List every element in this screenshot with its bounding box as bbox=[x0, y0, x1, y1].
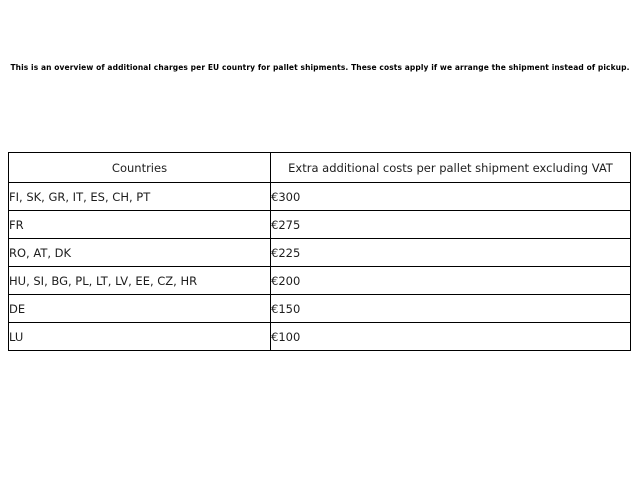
cost-cell: €200 bbox=[270, 266, 631, 295]
intro-text: This is an overview of additional charge… bbox=[10, 63, 630, 72]
table-row: HU, SI, BG, PL, LT, LV, EE, CZ, HR €200 bbox=[8, 266, 631, 295]
table-row: FR €275 bbox=[8, 210, 631, 239]
table-header-costs: Extra additional costs per pallet shipme… bbox=[270, 152, 631, 183]
charges-table: Countries Extra additional costs per pal… bbox=[8, 152, 631, 351]
countries-cell: HU, SI, BG, PL, LT, LV, EE, CZ, HR bbox=[8, 266, 271, 295]
countries-cell: FR bbox=[8, 210, 271, 239]
cost-cell: €225 bbox=[270, 238, 631, 267]
cost-cell: €275 bbox=[270, 210, 631, 239]
countries-cell: RO, AT, DK bbox=[8, 238, 271, 267]
cost-cell: €100 bbox=[270, 322, 631, 351]
cost-cell: €150 bbox=[270, 294, 631, 323]
table-row: FI, SK, GR, IT, ES, CH, PT €300 bbox=[8, 182, 631, 211]
cost-cell: €300 bbox=[270, 182, 631, 211]
table-header-countries: Countries bbox=[8, 152, 271, 183]
table-row: DE €150 bbox=[8, 294, 631, 323]
countries-cell: DE bbox=[8, 294, 271, 323]
table-row: RO, AT, DK €225 bbox=[8, 238, 631, 267]
countries-cell: FI, SK, GR, IT, ES, CH, PT bbox=[8, 182, 271, 211]
table-row: LU €100 bbox=[8, 322, 631, 351]
countries-cell: LU bbox=[8, 322, 271, 351]
table-header-row: Countries Extra additional costs per pal… bbox=[8, 152, 631, 183]
